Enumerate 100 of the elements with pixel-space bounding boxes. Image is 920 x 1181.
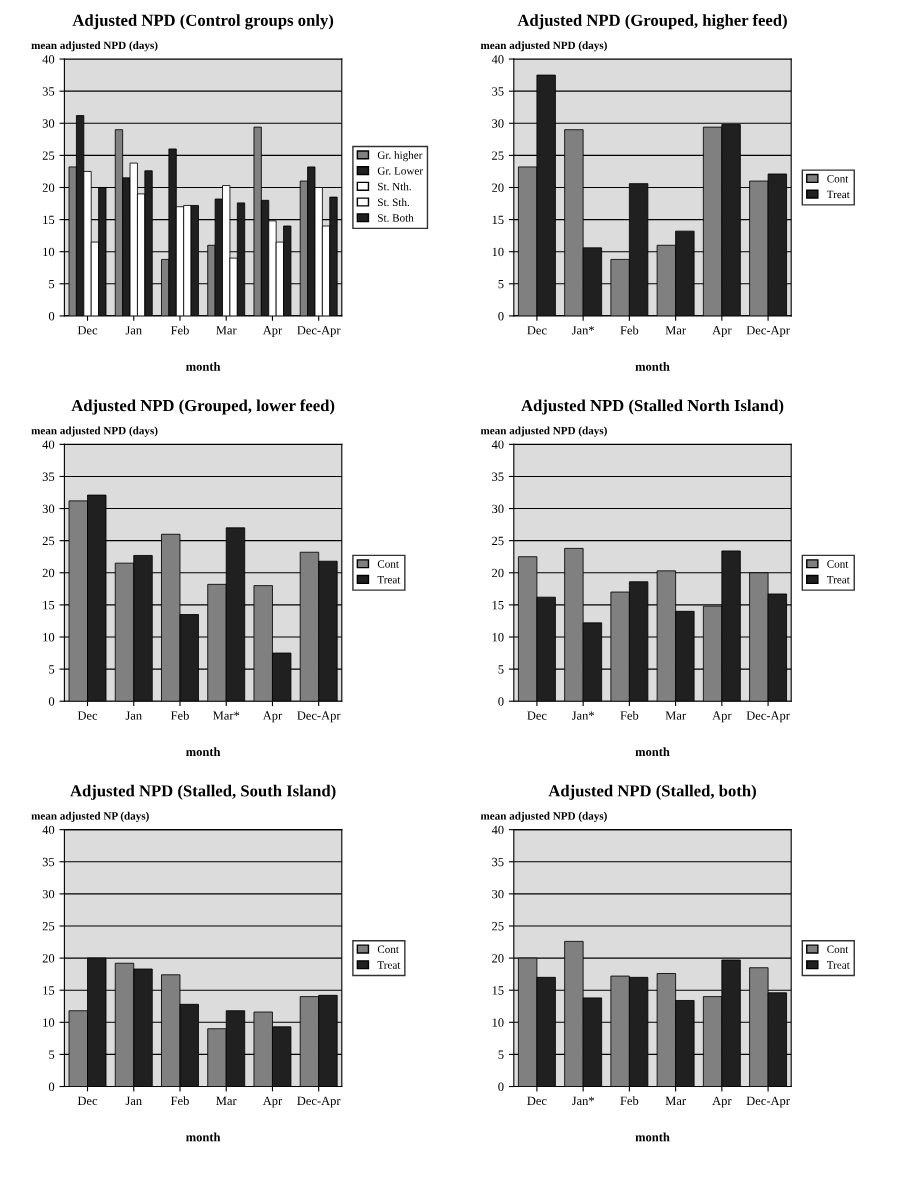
- x-tick-label: Feb: [170, 325, 189, 335]
- x-tick-label: Mar: [216, 1096, 237, 1106]
- x-tick-label: Dec: [527, 711, 547, 720]
- y-tick-label: 35: [42, 87, 55, 96]
- x-tick-label: Feb: [620, 710, 639, 720]
- x-tick-label: Jan*: [571, 1096, 594, 1106]
- y-tick-label: 25: [42, 922, 55, 931]
- legend-label: Gr. higher: [377, 151, 423, 162]
- y-axis-title: mean adjusted NPD (days): [31, 426, 158, 437]
- y-tick-label: 40: [42, 440, 55, 449]
- y-tick-label: 25: [492, 922, 504, 931]
- y-tick-label: 5: [49, 665, 55, 674]
- y-tick-label: 10: [43, 247, 55, 257]
- legend-label: Cont: [827, 945, 849, 954]
- y-axis-title: mean adjusted NPD (days): [31, 41, 158, 52]
- x-tick-label: Jan: [125, 711, 142, 720]
- y-tick-label: 0: [48, 1082, 55, 1091]
- y-tick-label: 15: [492, 600, 504, 610]
- x-tick-label: Mar: [665, 1096, 686, 1106]
- y-tick-label: 25: [42, 151, 55, 160]
- y-tick-label: 20: [492, 183, 504, 192]
- x-tick-label: Dec-Apr: [746, 326, 790, 337]
- x-tick-label: Dec-Apr: [297, 711, 341, 723]
- y-tick-label: 15: [43, 215, 55, 225]
- chart-title: Adjusted NPD (Stalled, both): [548, 784, 756, 800]
- x-axis-title: month: [635, 747, 670, 757]
- y-tick-label: 35: [42, 472, 55, 481]
- y-tick-label: 0: [48, 311, 55, 321]
- x-tick-label: Apr: [712, 326, 732, 337]
- y-axis-title: mean adjusted NPD (days): [480, 41, 607, 52]
- x-tick-label: Mar: [665, 326, 686, 335]
- y-axis-title: mean adjusted NP (days): [31, 811, 149, 822]
- x-axis-title: month: [186, 1132, 221, 1142]
- y-tick-label: 40: [42, 55, 55, 64]
- y-tick-label: 40: [491, 440, 504, 449]
- y-tick-label: 35: [492, 87, 504, 96]
- y-tick-label: 30: [492, 889, 504, 899]
- chart-title: Adjusted NPD (Stalled North Island): [521, 399, 784, 415]
- y-tick-label: 0: [48, 697, 55, 706]
- chart-title: Adjusted NPD (Grouped, lower feed): [71, 399, 335, 415]
- y-tick-label: 25: [42, 536, 55, 546]
- legend-label: Cont: [377, 945, 399, 954]
- x-tick-label: Mar: [665, 711, 686, 720]
- x-tick-label: Apr: [262, 326, 283, 337]
- y-tick-label: 5: [498, 665, 504, 674]
- y-tick-label: 15: [492, 215, 504, 225]
- x-tick-label: Jan: [125, 1096, 142, 1106]
- y-tick-label: 25: [492, 151, 504, 160]
- y-tick-label: 15: [492, 986, 504, 995]
- chart-title: Adjusted NPD (Control groups only): [72, 14, 334, 30]
- y-tick-label: 5: [49, 279, 55, 289]
- x-tick-label: Dec: [77, 711, 98, 720]
- y-tick-label: 40: [491, 825, 504, 835]
- y-tick-label: 30: [42, 504, 55, 514]
- x-tick-label: Dec: [527, 1096, 547, 1106]
- chart-title: Adjusted NPD (Stalled, South Island): [70, 784, 336, 800]
- y-tick-label: 30: [492, 504, 504, 514]
- x-tick-label: Jan*: [571, 711, 594, 720]
- y-tick-label: 30: [42, 889, 55, 899]
- legend-label: Gr. Lower: [377, 167, 423, 175]
- x-tick-label: Feb: [620, 1096, 639, 1106]
- y-tick-label: 30: [492, 119, 504, 128]
- x-tick-label: Dec: [527, 326, 547, 335]
- x-axis-title: month: [186, 361, 221, 371]
- y-tick-label: 30: [42, 119, 55, 128]
- x-tick-label: Feb: [170, 710, 189, 720]
- y-tick-label: 35: [492, 857, 504, 867]
- x-tick-label: Jan: [125, 326, 142, 335]
- legend-label: Treat: [826, 576, 850, 584]
- x-tick-label: Dec: [77, 1096, 98, 1106]
- y-tick-label: 40: [42, 825, 55, 835]
- y-tick-label: 35: [42, 857, 55, 867]
- y-tick-label: 5: [498, 279, 504, 289]
- y-tick-label: 10: [43, 1018, 55, 1027]
- chart-title: Adjusted NPD (Grouped, higher feed): [517, 13, 787, 30]
- y-tick-label: 10: [492, 633, 504, 642]
- y-tick-label: 10: [492, 247, 504, 257]
- x-tick-label: Feb: [620, 325, 639, 335]
- legend-label: Treat: [377, 576, 401, 584]
- y-tick-label: 0: [498, 1082, 504, 1091]
- y-tick-label: 10: [492, 1018, 504, 1027]
- x-tick-label: Dec-Apr: [297, 1096, 341, 1108]
- x-tick-label: Dec-Apr: [746, 711, 790, 723]
- legend-label: Cont: [377, 560, 399, 568]
- y-tick-label: 20: [42, 954, 55, 963]
- x-axis-title: month: [635, 361, 670, 371]
- legend-label: Treat: [826, 961, 850, 969]
- legend-label: Cont: [827, 560, 849, 568]
- x-tick-label: Apr: [712, 1096, 732, 1108]
- legend-label: Cont: [827, 174, 849, 183]
- legend-label: Treat: [826, 190, 850, 199]
- y-tick-label: 20: [492, 568, 504, 578]
- x-axis-title: month: [635, 1132, 670, 1142]
- x-tick-label: Jan*: [571, 326, 594, 335]
- y-tick-label: 15: [43, 986, 55, 995]
- y-tick-label: 35: [492, 472, 504, 481]
- x-axis-title: month: [186, 747, 221, 757]
- y-tick-label: 0: [498, 311, 504, 321]
- x-tick-label: Mar*: [213, 711, 240, 720]
- y-tick-label: 20: [42, 183, 55, 192]
